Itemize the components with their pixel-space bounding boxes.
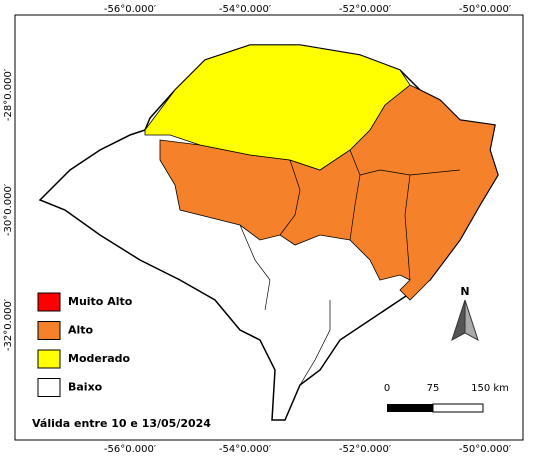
legend-swatch: [37, 349, 61, 369]
scale-label: 150 km: [471, 383, 509, 394]
bottom-coordinate: -54°0.000′: [219, 444, 272, 455]
validity-note: Válida entre 10 e 13/05/2024: [32, 417, 211, 430]
legend-swatch: [37, 292, 61, 312]
legend-label: Muito Alto: [68, 295, 133, 308]
legend-label: Baixo: [68, 381, 103, 394]
north-label: N: [460, 285, 469, 298]
legend-swatch: [37, 378, 61, 397]
top-coordinate: -50°0.000′: [459, 4, 512, 15]
region-moderado: [144, 44, 411, 171]
top-coordinate: -56°0.000′: [104, 4, 157, 15]
left-coordinate: -32°0.000′: [3, 298, 14, 351]
legend-label: Alto: [68, 324, 94, 337]
scale-label: 75: [427, 383, 440, 394]
north-arrow: [451, 299, 479, 342]
legend-swatch: [37, 321, 61, 340]
bottom-coordinate: -56°0.000′: [104, 444, 157, 455]
scale-bar: [387, 403, 484, 413]
top-coordinate: -54°0.000′: [219, 4, 272, 15]
legend-label: Moderado: [68, 352, 131, 365]
top-coordinate: -52°0.000′: [339, 4, 392, 15]
bottom-coordinate: -50°0.000′: [459, 444, 512, 455]
left-coordinate: -30°0.000′: [3, 183, 14, 236]
region-borders: [239, 149, 461, 386]
left-coordinate: -28°0.000′: [3, 68, 14, 121]
bottom-coordinate: -52°0.000′: [339, 444, 392, 455]
scale-label: 0: [384, 383, 390, 394]
